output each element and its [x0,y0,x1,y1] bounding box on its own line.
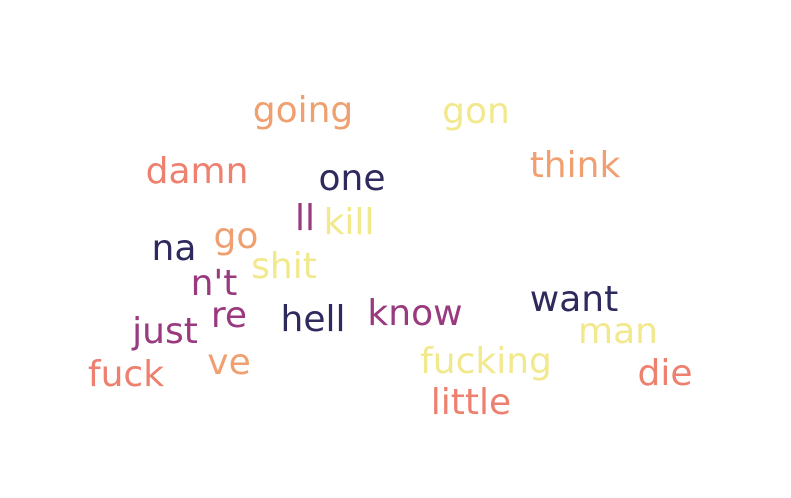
word-ve: ve [207,342,251,383]
word-nt: n't [190,263,238,304]
word-hell: hell [280,299,346,340]
word-going: going [252,90,354,131]
word-re: re [210,295,248,336]
word-kill: kill [323,202,375,243]
word-ll: ll [294,198,316,239]
word-fuck: fuck [87,354,165,395]
word-man: man [578,311,658,352]
word-gon: gon [442,91,510,132]
word-na: na [151,228,197,269]
word-want: want [529,279,619,320]
word-one: one [318,158,386,199]
word-damn: damn [145,151,249,192]
word-know: know [367,293,463,334]
word-shit: shit [251,246,317,287]
word-just: just [132,311,198,352]
word-little: little [430,382,512,423]
word-think: think [529,145,621,186]
word-fucking: fucking [420,341,552,382]
word-go: go [213,216,259,257]
word-die: die [637,353,693,394]
